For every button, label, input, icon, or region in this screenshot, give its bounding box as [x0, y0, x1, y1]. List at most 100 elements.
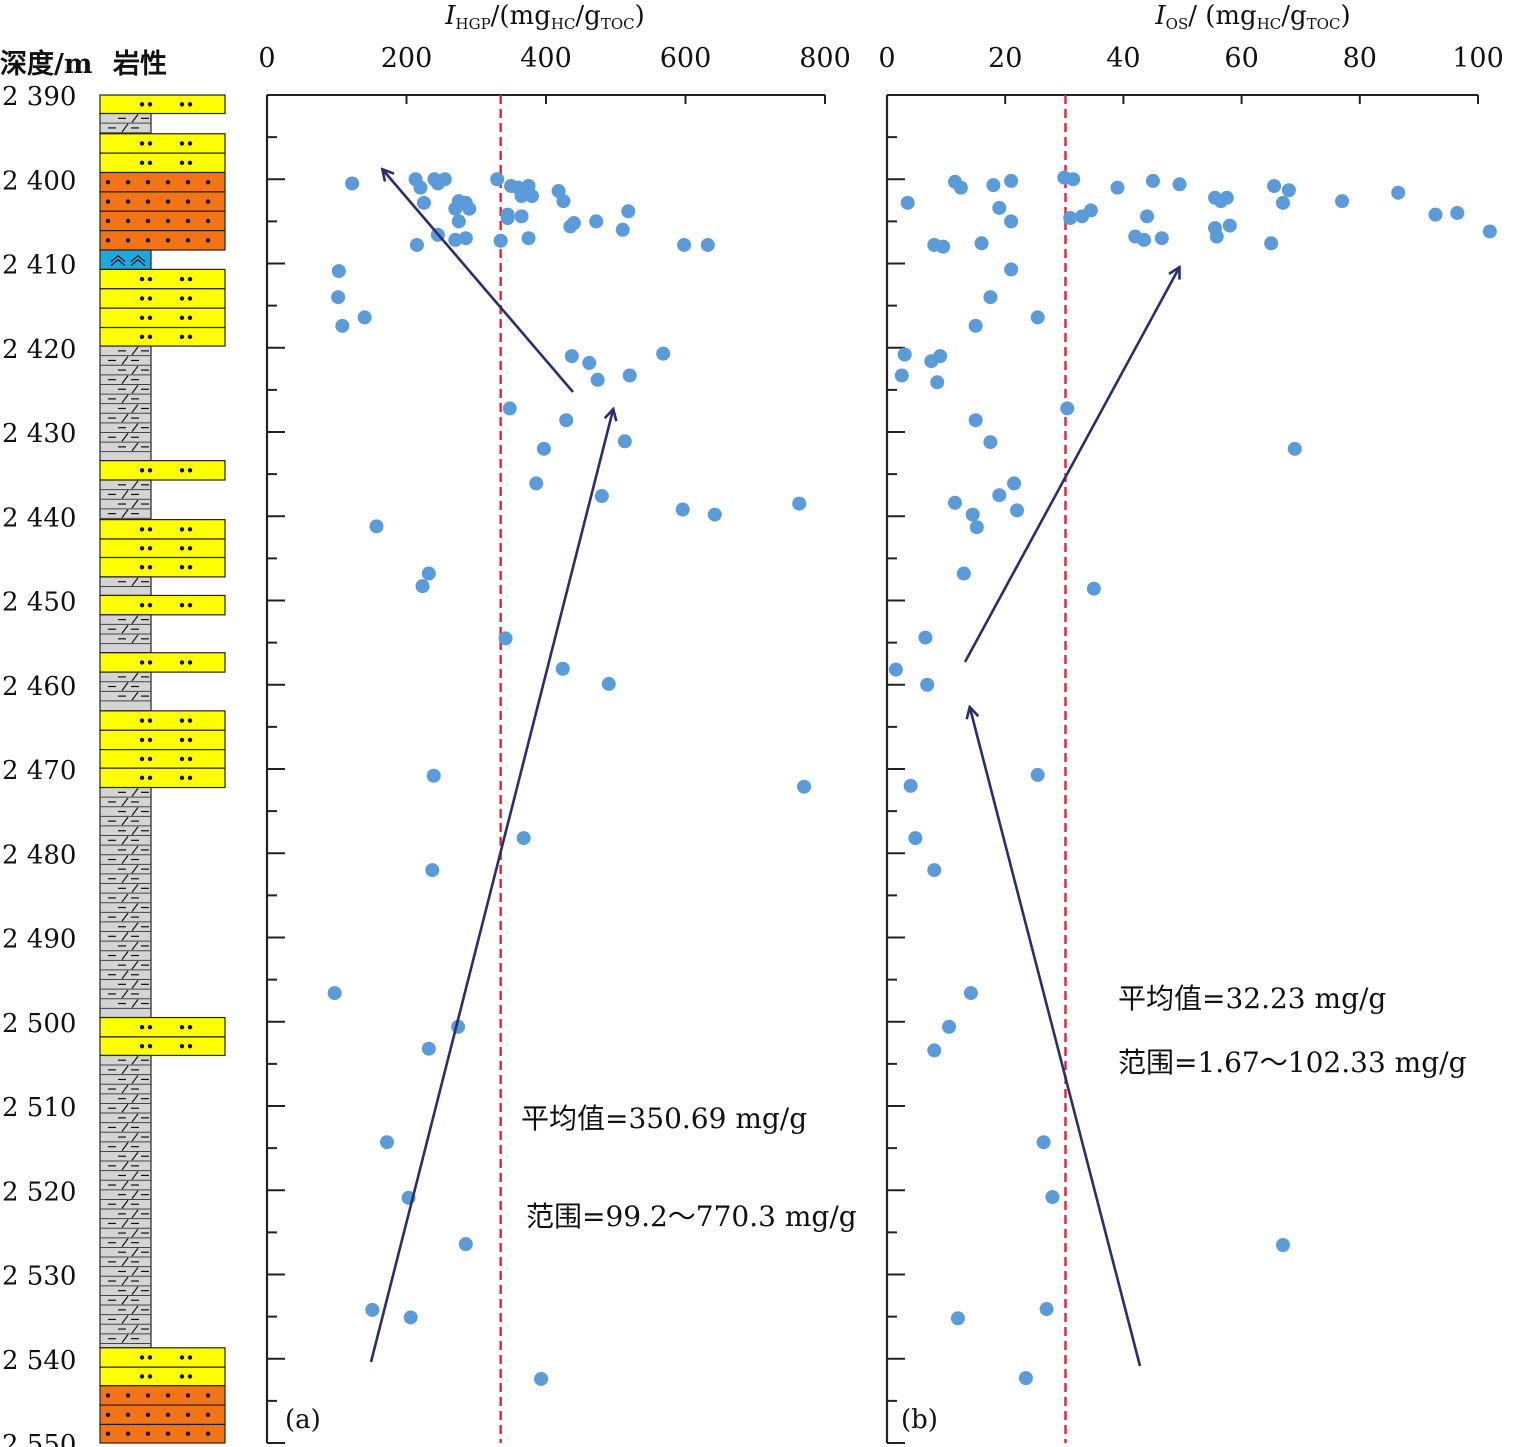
conglomerate-dot — [185, 238, 191, 243]
data-point — [490, 172, 505, 187]
mudstone-slash — [131, 404, 139, 413]
data-point — [462, 201, 477, 216]
data-point — [421, 566, 436, 581]
sandstone-dot — [139, 1355, 145, 1360]
mudstone-slash — [131, 615, 139, 624]
data-point — [590, 372, 605, 387]
data-point — [933, 349, 948, 364]
conglomerate-dot — [105, 238, 111, 243]
mudstone-slash — [121, 356, 129, 365]
sandstone-dot — [187, 102, 193, 107]
mudstone-slash — [131, 787, 139, 797]
data-point — [963, 986, 978, 1001]
data-point — [1219, 190, 1234, 205]
data-point — [458, 1237, 473, 1252]
lithology-layer-sandstone — [99, 1036, 226, 1057]
sandstone-dot — [187, 276, 193, 282]
data-point — [563, 219, 578, 234]
panel-b: IOS/ (mgHC/gTOC) 0 20 40 60 80 100 平均值=32.23 … — [878, 1, 1504, 1444]
mudstone-slash — [131, 1324, 139, 1334]
data-point — [956, 566, 971, 581]
mudstone-slash — [131, 691, 139, 701]
sandstone-dot — [187, 718, 193, 723]
sandstone-dot — [179, 1355, 185, 1360]
lithology-layer-sandstone — [99, 767, 226, 789]
sandstone-dot — [179, 602, 185, 608]
panel-b-x-title: IOS/ (mgHC/gTOC) — [1154, 1, 1350, 33]
data-point — [953, 180, 968, 195]
data-point — [451, 214, 466, 229]
data-point — [514, 189, 529, 204]
panel-a-label: (a) — [285, 1405, 321, 1435]
lithology-layer-sandstone — [99, 152, 226, 174]
sandstone-dot — [187, 546, 193, 551]
depth-tick-label: 2 510 — [2, 1093, 76, 1123]
data-point — [1004, 262, 1019, 277]
data-point — [345, 176, 360, 191]
data-point — [897, 347, 912, 362]
mudstone-slash — [121, 874, 129, 884]
mudstone-slash — [121, 1295, 129, 1305]
sandstone-dot — [147, 565, 153, 570]
data-point — [1045, 1189, 1060, 1204]
data-point — [1083, 203, 1098, 218]
sandstone-dot — [187, 1374, 193, 1379]
mudstone-slash — [121, 1180, 129, 1190]
conglomerate-dot — [165, 1393, 171, 1398]
conglomerate-dot — [105, 1431, 111, 1436]
x-tick-label: 20 — [988, 43, 1022, 74]
data-point — [582, 355, 597, 370]
data-point — [426, 768, 441, 783]
sandstone-dot — [139, 756, 145, 762]
data-point — [965, 507, 980, 522]
sandstone-dot — [187, 527, 193, 532]
sandstone-dot — [139, 527, 145, 532]
depth-tick-label: 2 490 — [2, 925, 76, 955]
data-point — [1172, 177, 1187, 192]
mudstone-slash — [121, 375, 129, 385]
data-point — [617, 434, 632, 449]
data-point — [502, 401, 517, 416]
data-point — [950, 1311, 965, 1326]
conglomerate-dot — [165, 1412, 171, 1417]
sandstone-dot — [139, 546, 145, 551]
mudstone-slash — [131, 1151, 139, 1161]
depth-tick-label: 2 450 — [2, 588, 76, 618]
mudstone-slash — [131, 423, 139, 433]
conglomerate-dot — [125, 218, 131, 224]
conglomerate-dot — [125, 1393, 131, 1398]
sandstone-dot — [139, 565, 145, 570]
mudstone-slash — [121, 490, 129, 499]
conglomerate-dot — [165, 179, 171, 185]
data-point — [516, 831, 531, 846]
data-point — [900, 195, 915, 210]
sandstone-dot — [139, 468, 145, 473]
conglomerate-dot — [105, 199, 111, 204]
data-point — [1264, 236, 1279, 251]
data-point — [458, 231, 473, 246]
data-point — [927, 1043, 942, 1058]
sandstone-dot — [179, 141, 185, 146]
mudstone-slash — [131, 1267, 139, 1276]
sandstone-dot — [187, 756, 193, 762]
data-point — [983, 435, 998, 450]
lithology-layer-sandstone — [99, 1347, 226, 1368]
sandstone-dot — [139, 775, 145, 781]
data-point — [601, 676, 616, 691]
mudstone-slash — [131, 960, 139, 970]
mudstone-slash — [131, 883, 139, 893]
lithology-layer-sandstone — [99, 556, 226, 578]
sandstone-dot — [147, 602, 153, 608]
conglomerate-dot — [125, 179, 131, 185]
sandstone-dot — [179, 296, 185, 301]
arrow-b-upper — [963, 268, 1179, 663]
data-point — [1030, 310, 1045, 325]
mudstone-slash — [131, 480, 139, 490]
annotation-b-mean: 平均值=32.23 mg/g — [1118, 982, 1386, 1015]
mudstone-slash — [121, 682, 129, 691]
mudstone-slash — [121, 912, 129, 922]
sandstone-dot — [179, 565, 185, 570]
conglomerate-dot — [185, 199, 191, 204]
data-point — [656, 346, 671, 361]
annotation-b-range: 范围=1.67～102.33 mg/g — [1118, 1046, 1467, 1079]
